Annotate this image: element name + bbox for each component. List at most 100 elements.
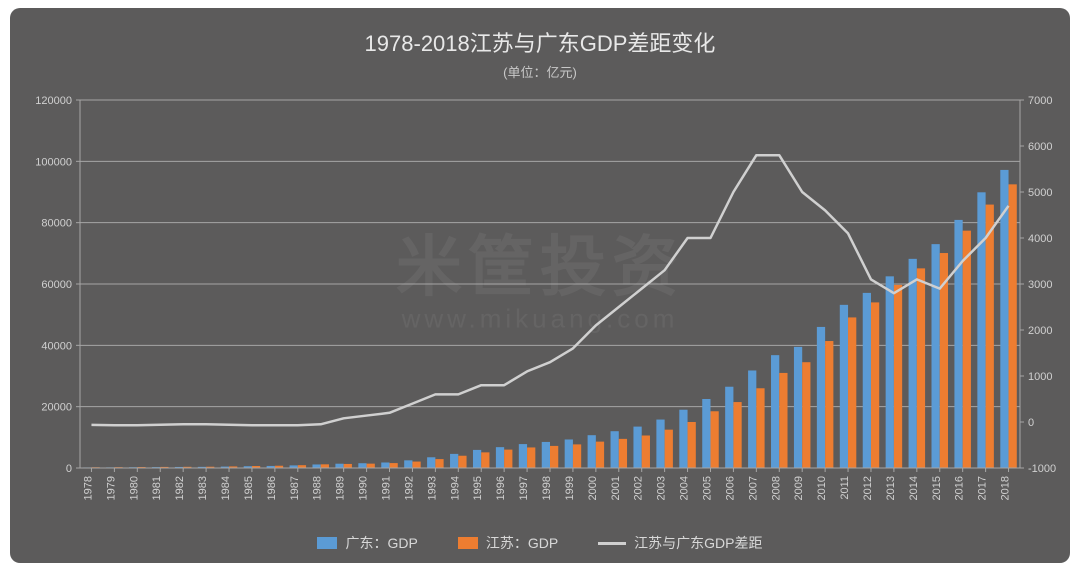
x-tick-label: 1987 [289,476,301,500]
bar-jiangsu [458,456,466,468]
bar-jiangsu [802,362,810,468]
bar-guangdong [771,355,779,468]
bar-guangdong [588,435,596,468]
x-tick-label: 2017 [977,476,989,500]
x-tick-label: 1985 [243,476,255,500]
x-tick-label: 1997 [518,476,530,500]
svg-text:4000: 4000 [1028,233,1052,245]
legend-swatch-gap [598,542,626,545]
bar-guangdong [794,347,802,468]
bar-guangdong [909,259,917,468]
bar-jiangsu [344,464,352,468]
bar-jiangsu [779,373,787,468]
bar-jiangsu [756,388,764,468]
plot-svg: 020000400006000080000100000120000-100001… [10,8,1070,563]
svg-text:2000: 2000 [1028,325,1052,337]
bar-guangdong [725,387,733,468]
bar-jiangsu [848,317,856,468]
legend-swatch-guangdong [317,537,337,549]
legend-label-guangdong: 广东：GDP [345,533,417,553]
bar-guangdong [427,457,435,468]
x-tick-label: 2018 [1000,476,1012,500]
bar-jiangsu [321,464,329,468]
bar-jiangsu [619,439,627,468]
bar-guangdong [840,305,848,468]
x-tick-label: 2013 [885,476,897,500]
svg-text:60000: 60000 [41,279,72,291]
bar-jiangsu [550,446,558,468]
bar-jiangsu [412,462,420,468]
bar-guangdong [473,450,481,468]
x-tick-label: 1999 [564,476,576,500]
x-tick-label: 2014 [908,476,920,500]
bar-jiangsu [573,444,581,468]
legend-label-gap: 江苏与广东GDP差距 [634,533,762,553]
chart-panel: 1978-2018江苏与广东GDP差距变化 (单位：亿元) 米筐投资 www.m… [10,8,1070,563]
bar-guangdong [954,220,962,468]
svg-text:5000: 5000 [1028,187,1052,199]
bar-guangdong [565,439,573,468]
x-tick-label: 2016 [954,476,966,500]
bar-guangdong [381,462,389,468]
bar-guangdong [335,464,343,468]
bar-jiangsu [917,268,925,468]
x-tick-label: 2003 [656,476,668,500]
svg-text:3000: 3000 [1028,279,1052,291]
bar-jiangsu [1009,184,1017,468]
bar-jiangsu [642,435,650,468]
bar-jiangsu [435,459,443,468]
legend-item-gap: 江苏与广东GDP差距 [598,533,762,553]
bar-guangdong [450,454,458,468]
x-tick-label: 2008 [770,476,782,500]
bar-jiangsu [871,302,879,468]
bar-jiangsu [367,464,375,468]
bar-jiangsu [688,422,696,468]
svg-text:120000: 120000 [35,95,72,107]
svg-text:6000: 6000 [1028,141,1052,153]
x-tick-label: 1993 [426,476,438,500]
bar-guangdong [702,399,710,468]
x-tick-label: 2015 [931,476,943,500]
bar-guangdong [519,444,527,468]
legend-swatch-jiangsu [458,537,478,549]
svg-text:100000: 100000 [35,156,72,168]
bar-jiangsu [986,205,994,468]
svg-text:40000: 40000 [41,340,72,352]
bar-jiangsu [733,402,741,468]
bar-guangdong [977,192,985,468]
x-tick-label: 1978 [82,476,94,500]
x-tick-label: 1982 [174,476,186,500]
svg-text:-1000: -1000 [1028,463,1056,475]
legend: 广东：GDP 江苏：GDP 江苏与广东GDP差距 [10,533,1070,553]
bar-guangdong [817,327,825,468]
svg-text:0: 0 [66,463,72,475]
bar-guangdong [404,460,412,468]
bar-jiangsu [527,447,535,468]
legend-item-guangdong: 广东：GDP [317,533,417,553]
x-tick-label: 1979 [105,476,117,500]
x-tick-label: 1981 [151,476,163,500]
bar-guangdong [932,244,940,468]
legend-item-jiangsu: 江苏：GDP [458,533,558,553]
bar-jiangsu [665,430,673,468]
svg-text:20000: 20000 [41,402,72,414]
bar-guangdong [748,370,756,468]
x-tick-label: 1983 [197,476,209,500]
bar-jiangsu [390,463,398,468]
x-tick-label: 1980 [128,476,140,500]
x-tick-label: 1995 [472,476,484,500]
bar-guangdong [633,427,641,468]
x-tick-label: 1992 [403,476,415,500]
x-tick-label: 2009 [793,476,805,500]
x-tick-label: 2006 [724,476,736,500]
x-tick-label: 1994 [449,476,461,500]
bar-jiangsu [596,442,604,468]
bar-jiangsu [963,231,971,468]
x-tick-label: 1996 [495,476,507,500]
bar-guangdong [611,431,619,468]
x-tick-label: 1991 [381,476,393,500]
bar-guangdong [886,276,894,468]
x-tick-label: 2004 [679,476,691,500]
bar-jiangsu [894,285,902,468]
bar-guangdong [679,410,687,468]
